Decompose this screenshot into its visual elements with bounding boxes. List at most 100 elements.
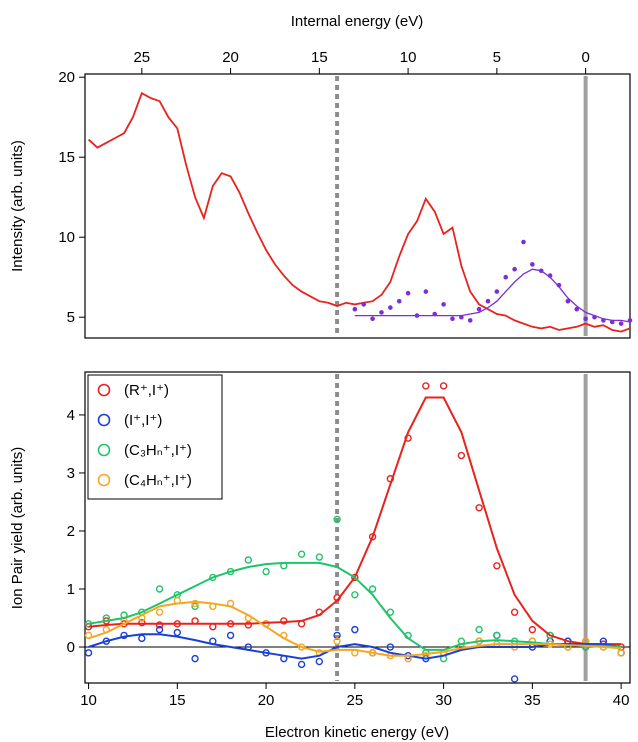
data-point (565, 298, 571, 304)
data-point (379, 310, 384, 315)
data-point (476, 306, 482, 312)
data-point (512, 266, 517, 272)
data-point (155, 621, 164, 629)
series-line (87, 91, 631, 333)
x-tick-label: 30 (435, 692, 452, 709)
data-point (84, 631, 93, 640)
top-axis-title: Internal energy (eV) (291, 13, 424, 30)
data-point (386, 608, 395, 616)
x2-tick-label: 25 (133, 49, 150, 66)
data-point (173, 628, 182, 637)
data-point (583, 316, 588, 322)
data-point (530, 262, 535, 267)
y-tick-label: 2 (67, 523, 75, 540)
y-tick-label: 3 (67, 465, 75, 482)
data-point (351, 625, 359, 634)
data-point (493, 631, 501, 640)
data-point (493, 562, 501, 570)
data-point (405, 290, 411, 296)
x-tick-label: 40 (613, 692, 630, 709)
data-point (368, 585, 377, 593)
x2-tick-label: 5 (493, 49, 501, 66)
data-point (84, 649, 93, 657)
data-point (361, 302, 367, 307)
fit-line (88, 633, 622, 660)
data-point (370, 316, 375, 322)
x-tick-label: 35 (524, 692, 541, 709)
data-point (528, 625, 537, 634)
data-point (138, 618, 146, 627)
legend-label: (I⁺,I⁺) (124, 412, 162, 429)
data-point (386, 643, 395, 651)
data-point (351, 591, 359, 599)
data-point (475, 504, 483, 512)
x-tick-label: 10 (80, 692, 97, 709)
data-point (191, 599, 199, 608)
legend-marker (97, 473, 111, 487)
data-point (388, 305, 393, 310)
y-tick-label: 15 (58, 149, 75, 166)
y-tick-label: 20 (58, 69, 75, 86)
y-tick-label: 10 (58, 229, 75, 246)
data-point (396, 298, 402, 304)
data-point (297, 550, 306, 558)
data-point (333, 637, 341, 645)
data-point (510, 675, 519, 683)
legend-label: (C₃Hₙ⁺,I⁺) (124, 442, 192, 459)
y-tick-label: 0 (67, 639, 75, 656)
data-point (191, 602, 199, 611)
data-point (244, 556, 253, 564)
data-point (138, 634, 146, 643)
top-frame (84, 73, 631, 339)
data-point (485, 298, 491, 304)
x2-tick-label: 15 (311, 49, 328, 66)
x-axis-title: Electron kinetic energy (eV) (265, 724, 449, 741)
x2-tick-label: 10 (400, 49, 417, 66)
data-point (262, 567, 270, 576)
x2-tick-label: 0 (581, 49, 589, 66)
x-tick-label: 25 (346, 692, 363, 709)
fit-line (88, 600, 622, 657)
data-point (450, 316, 455, 322)
data-point (441, 302, 446, 307)
x2-tick-label: 20 (222, 49, 239, 66)
data-point (521, 239, 526, 245)
data-point (244, 621, 253, 629)
data-point (315, 657, 324, 666)
data-point (618, 321, 624, 326)
data-point (457, 451, 466, 460)
data-point (155, 625, 164, 634)
data-point (155, 608, 164, 616)
x-tick-label: 20 (258, 692, 275, 709)
data-point (315, 553, 324, 561)
y-tick-label: 5 (67, 309, 75, 326)
series-line (354, 268, 631, 323)
data-point (617, 649, 625, 657)
legend-label: (C₄Hₙ⁺,I⁺) (124, 472, 192, 489)
bottom-frame (84, 371, 631, 684)
y-tick-label: 4 (67, 407, 75, 424)
data-point (439, 382, 448, 390)
data-point (191, 654, 199, 663)
legend-box (87, 374, 223, 500)
data-point (423, 289, 429, 294)
legend-marker (97, 413, 111, 427)
data-point (510, 608, 519, 616)
data-point (503, 274, 509, 280)
data-point (297, 660, 306, 669)
y-axis-title: Ion Pair yield (arb. units) (9, 447, 26, 610)
data-point (352, 306, 358, 312)
y-tick-label: 1 (67, 581, 75, 598)
data-point (155, 585, 164, 593)
data-point (574, 306, 580, 312)
legend-marker (97, 383, 111, 397)
fit-line (88, 561, 622, 651)
data-point (422, 382, 430, 390)
data-point (333, 515, 341, 524)
data-point (475, 625, 483, 634)
x-tick-label: 15 (169, 692, 186, 709)
legend-label: (R⁺,I⁺) (124, 382, 169, 399)
data-point (467, 318, 473, 323)
data-point (351, 573, 359, 582)
